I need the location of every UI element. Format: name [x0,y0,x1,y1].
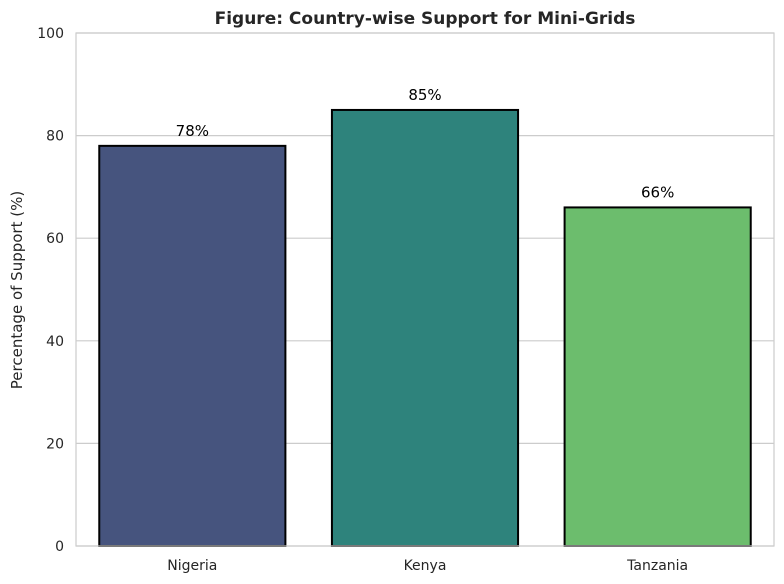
y-tick-label: 100 [37,26,64,42]
bar-nigeria [98,144,287,548]
data-label: 85% [408,86,441,104]
y-axis-label: Percentage of Support (%) [8,191,26,389]
bars-group [98,108,752,548]
x-tick-label: Kenya [404,558,447,574]
data-label: 66% [641,183,674,201]
chart-title: Figure: Country-wise Support for Mini-Gr… [215,9,636,29]
x-tick-label: Nigeria [167,558,217,574]
bar-tanzania [563,206,752,547]
y-axis-ticks: 0 20 40 60 80 100 [37,26,64,555]
y-tick-label: 40 [46,334,64,350]
x-tick-label: Tanzania [626,558,688,574]
bar-kenya [330,108,520,547]
x-axis-ticks: Nigeria Kenya Tanzania [167,558,688,574]
plot-frame [75,32,775,547]
data-label: 78% [176,122,209,140]
y-tick-label: 0 [55,539,64,555]
y-tick-label: 80 [46,129,64,145]
y-tick-label: 20 [46,436,64,452]
data-labels: 78% 85% 66% [176,86,675,201]
y-tick-label: 60 [46,231,64,247]
